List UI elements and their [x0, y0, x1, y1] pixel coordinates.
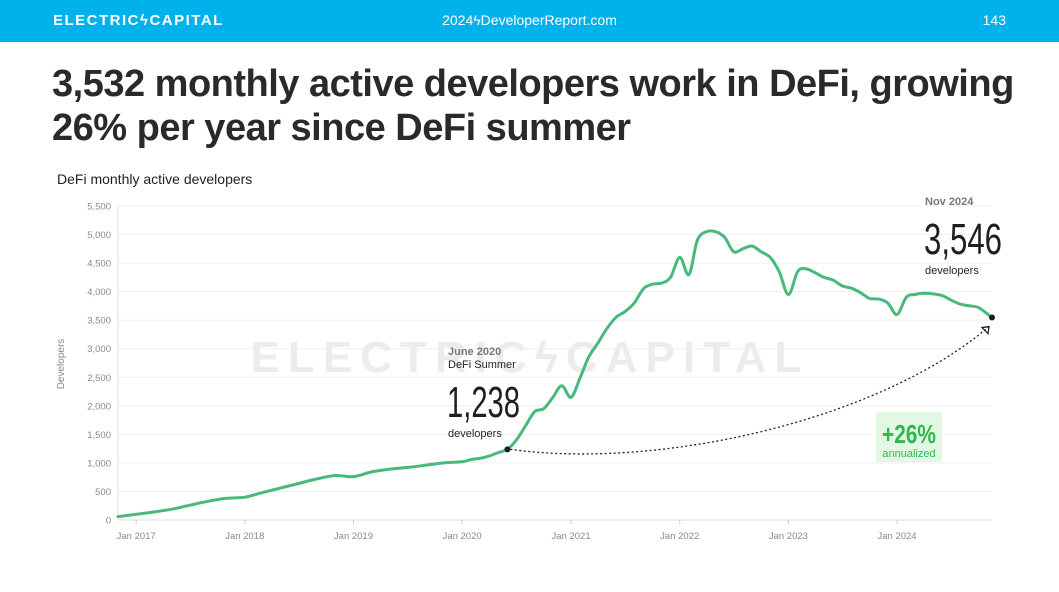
x-tick-label: Jan 2020 [443, 531, 482, 542]
y-tick-label: 500 [95, 487, 111, 498]
x-axis-ticks: Jan 2017 Jan 2018 Jan 2019 Jan 2020 Jan 2021… [117, 520, 917, 542]
annotation-summer-value: 1,238 [447, 378, 520, 427]
growth-badge: +26% annualized [876, 412, 942, 462]
grid-lines [117, 205, 992, 521]
y-axis-label: Developers [56, 339, 67, 390]
y-tick-label: 2,000 [87, 401, 111, 412]
y-tick-label: 4,000 [87, 287, 111, 298]
data-point-nov-2024 [989, 314, 995, 321]
growth-badge-value: +26% [882, 419, 936, 449]
y-tick-label: 4,500 [87, 259, 111, 270]
x-tick-label: Jan 2017 [117, 531, 156, 542]
x-tick-label: Jan 2023 [769, 531, 808, 542]
y-axis-ticks: 0 500 1,000 1,500 2,000 2,500 3,000 3,500 4,000 4… [87, 202, 111, 527]
page-number: 143 [982, 12, 1006, 28]
data-point-june-2020 [504, 446, 511, 453]
watermark-logo: ELECTRICϟCAPITAL [251, 333, 810, 382]
y-tick-label: 5,000 [87, 230, 111, 241]
y-tick-label: 1,500 [87, 430, 111, 441]
x-tick-label: Jan 2019 [334, 531, 373, 542]
annotation-summer-date: June 2020 [448, 346, 501, 358]
x-tick-label: Jan 2021 [552, 531, 591, 542]
y-tick-label: 5,500 [87, 202, 111, 213]
annotation-latest-date: Nov 2024 [925, 196, 974, 208]
page-title: 3,532 monthly active developers work in … [52, 63, 1014, 149]
annotation-summer-unit: developers [448, 428, 502, 440]
y-tick-label: 0 [106, 516, 111, 527]
top-bar: ELECTRICϟCAPITAL 2024ϟDeveloperReport.co… [0, 0, 1059, 42]
x-tick-label: Jan 2022 [660, 531, 699, 542]
annotation-latest-unit: developers [925, 265, 979, 277]
y-tick-label: 1,000 [87, 458, 111, 469]
growth-arrow [510, 326, 990, 455]
y-tick-label: 3,500 [87, 316, 111, 327]
y-tick-label: 3,000 [87, 344, 111, 355]
site-url[interactable]: 2024ϟDeveloperReport.com [442, 12, 617, 28]
annotation-latest-value: 3,546 [924, 215, 1002, 264]
series-line-defi-developers [116, 229, 994, 519]
annotation-nov-2024: Nov 2024 3,546 developers [924, 196, 1002, 277]
chart-title: DeFi monthly active developers [57, 171, 253, 187]
growth-arrowhead [980, 325, 990, 335]
growth-badge-label: annualized [882, 448, 935, 460]
y-tick-label: 2,500 [87, 373, 111, 384]
x-tick-label: Jan 2024 [877, 531, 916, 542]
brand-logo: ELECTRICϟCAPITAL [53, 12, 224, 29]
annotation-june-2020: June 2020 DeFi Summer 1,238 developers [447, 346, 520, 440]
x-tick-label: Jan 2018 [225, 531, 264, 542]
annotation-summer-label: DeFi Summer [448, 359, 516, 371]
growth-badge-bg [876, 412, 942, 462]
